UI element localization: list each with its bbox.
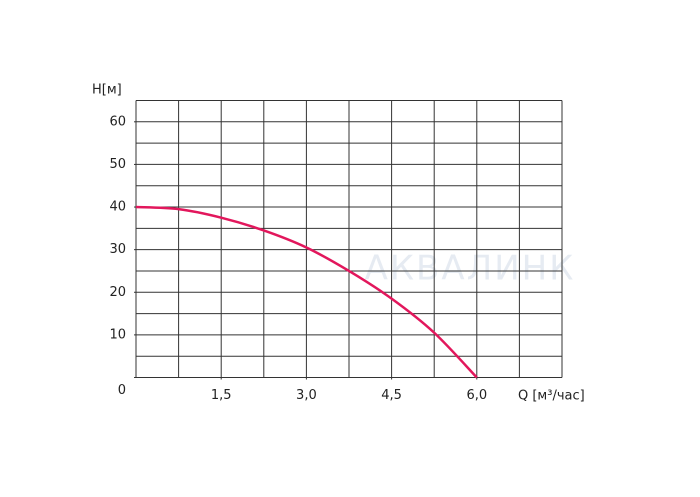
curve bbox=[135, 205, 478, 379]
x-tick-label: 4,5 bbox=[381, 388, 402, 403]
x-tick-label: 6,0 bbox=[466, 388, 487, 403]
x-axis-label: Q [м³/час] bbox=[518, 389, 585, 404]
y-tick-label: 0 bbox=[118, 383, 126, 398]
x-tick-label: 3,0 bbox=[296, 388, 317, 403]
y-tick-label: 50 bbox=[109, 157, 126, 172]
y-tick-label: 40 bbox=[109, 200, 126, 215]
y-tick-label: 10 bbox=[109, 327, 126, 342]
y-tick-label: 30 bbox=[109, 242, 126, 257]
watermark: АКВАЛИНК bbox=[365, 249, 576, 289]
y-tick-label: 60 bbox=[109, 114, 126, 129]
y-axis-label: H[м] bbox=[92, 83, 122, 98]
x-tick-label: 1,5 bbox=[211, 388, 232, 403]
y-tick-label: 20 bbox=[109, 285, 126, 300]
